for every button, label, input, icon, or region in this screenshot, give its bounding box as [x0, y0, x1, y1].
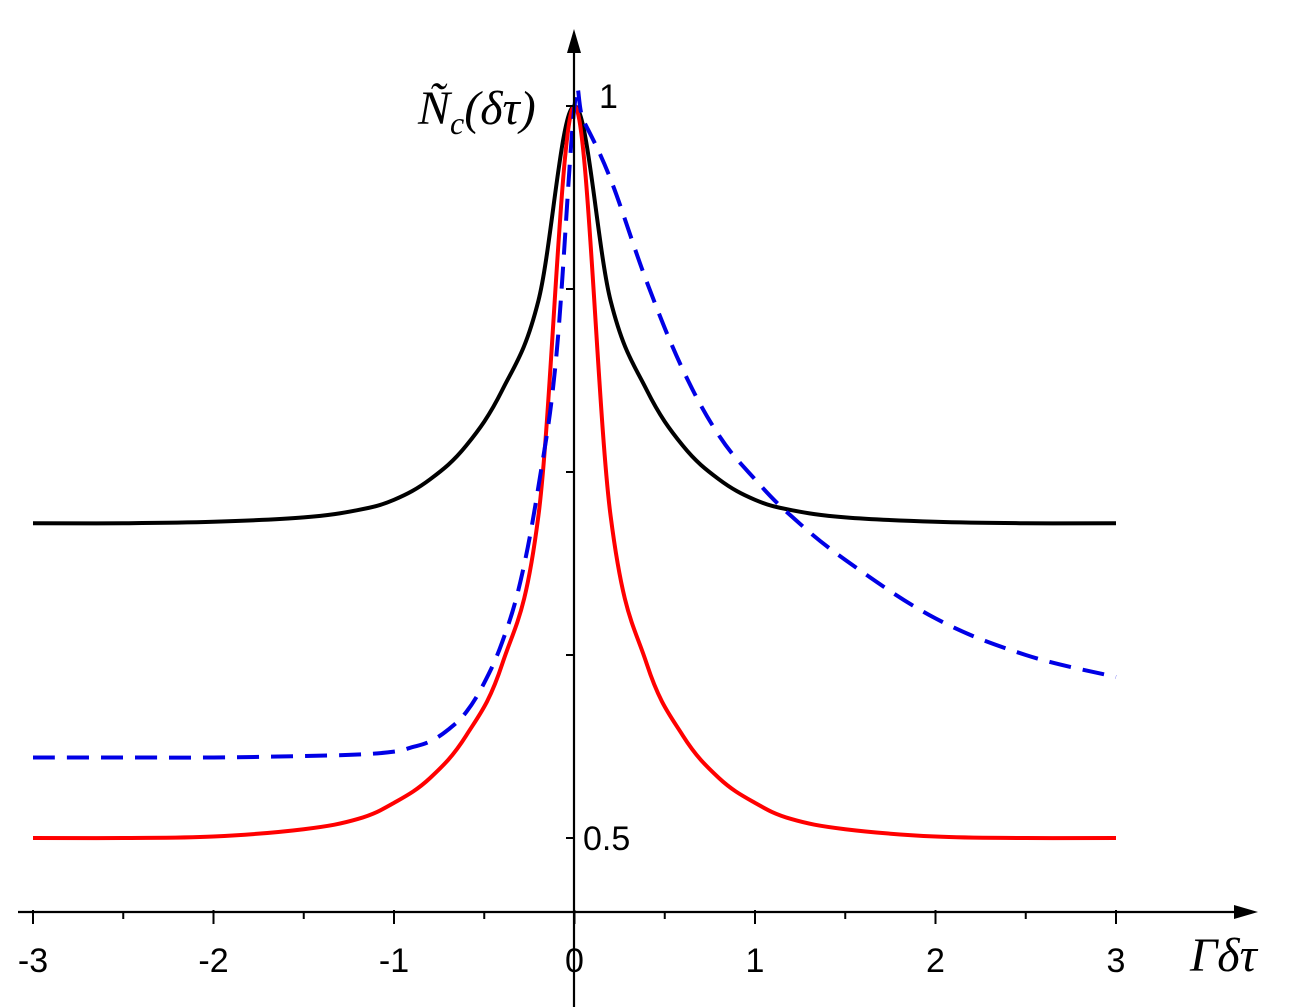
x-tick-label: 1	[746, 942, 765, 980]
x-tick-label: 2	[926, 942, 945, 980]
y-axis-label: Ñc(δτ)	[417, 82, 536, 141]
y-axis-label-sub: c	[450, 105, 464, 141]
tick-layer: -3 -2 -1 0 1 2 3 0.5 1	[18, 78, 1126, 980]
y-tick-label: 0.5	[583, 820, 630, 858]
x-tick-label: -2	[198, 942, 228, 980]
x-axis-arrow	[1234, 905, 1258, 919]
axis-layer	[18, 29, 1258, 1007]
x-tick-label: 3	[1107, 942, 1126, 980]
x-tick-label: -3	[18, 942, 48, 980]
x-tick-label: -1	[379, 942, 409, 980]
y-tick-label: 1	[599, 78, 618, 116]
y-axis-label-arg: (δτ)	[464, 82, 535, 135]
x-axis-label: Γδτ	[1189, 929, 1259, 982]
series-line-3	[32, 86, 1117, 760]
y-axis-label-main: Ñ	[417, 82, 453, 135]
y-axis-arrow	[567, 29, 581, 53]
x-tick-label: 0	[565, 942, 584, 980]
